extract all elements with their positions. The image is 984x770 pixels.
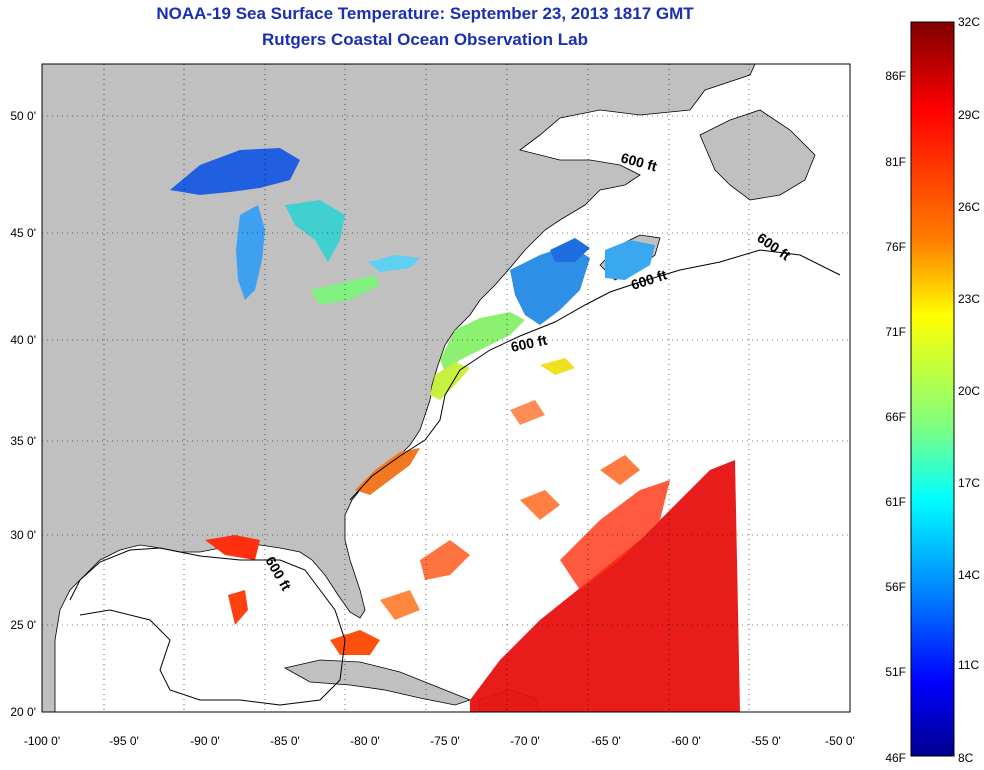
lat-tick-label: 40 0' — [10, 333, 36, 347]
map-subtitle: Rutgers Coastal Ocean Observation Lab — [262, 30, 588, 49]
land-newfoundland — [699, 109, 816, 201]
colorbar-label-f: 51F — [885, 665, 906, 679]
lat-tick-label: 30 0' — [10, 528, 36, 542]
colorbar-celsius-labels: 32C 29C 26C 23C 20C 17C 14C 11C 8C — [958, 15, 980, 765]
colorbar-label-f: 81F — [885, 155, 906, 169]
lon-tick-label: -60 0' — [671, 734, 701, 748]
lat-tick-label: 45 0' — [10, 226, 36, 240]
southeast-sst — [205, 448, 420, 655]
colorbar-label-c: 14C — [958, 568, 980, 582]
colorbar-label-f: 86F — [885, 69, 906, 83]
colorbar-label-c: 20C — [958, 384, 980, 398]
lat-tick-labels: 50 0' 45 0' 40 0' 35 0' 30 0' 25 0' 20 0… — [10, 109, 36, 719]
contour-label: 600 ft — [509, 332, 548, 355]
colorbar-label-c: 32C — [958, 15, 980, 29]
land-cuba — [283, 659, 472, 706]
colorbar-label-c: 26C — [958, 200, 980, 214]
lon-tick-label: -55 0' — [751, 734, 781, 748]
lat-tick-label: 20 0' — [10, 705, 36, 719]
colorbar-label-c: 11C — [958, 658, 979, 672]
map-title: NOAA-19 Sea Surface Temperature: Septemb… — [156, 4, 694, 23]
lat-tick-label: 25 0' — [10, 618, 36, 632]
lon-tick-labels: -100 0' -95 0' -90 0' -85 0' -80 0' -75 … — [24, 734, 855, 748]
lon-tick-label: -80 0' — [350, 734, 380, 748]
lon-tick-label: -50 0' — [825, 734, 855, 748]
lon-tick-label: -70 0' — [510, 734, 540, 748]
lon-tick-label: -85 0' — [270, 734, 300, 748]
lon-tick-label: -75 0' — [430, 734, 460, 748]
colorbar-label-c: 17C — [958, 476, 980, 490]
colorbar-label-f: 71F — [885, 325, 906, 339]
colorbar-label-f: 66F — [885, 410, 906, 424]
lat-tick-label: 50 0' — [10, 109, 36, 123]
colorbar — [910, 21, 955, 757]
lat-tick-label: 35 0' — [10, 434, 36, 448]
colorbar-fahrenheit-labels: 86F 81F 76F 71F 66F 61F 56F 51F 46F — [885, 69, 906, 765]
northeast-shelf-sst — [510, 238, 655, 325]
colorbar-label-c: 23C — [958, 292, 980, 306]
mid-atlantic-sst — [430, 312, 575, 400]
atlantic-warm-sst — [380, 400, 740, 712]
lon-tick-label: -95 0' — [109, 734, 139, 748]
map-frame — [41, 63, 851, 713]
lon-tick-label: -65 0' — [591, 734, 621, 748]
colorbar-label-f: 61F — [885, 495, 906, 509]
colorbar-label-c: 29C — [958, 108, 980, 122]
isobath-600ft-east — [349, 249, 841, 501]
colorbar-label-f: 46F — [885, 751, 906, 765]
map-gridlines — [42, 64, 850, 712]
colorbar-label-f: 76F — [885, 240, 906, 254]
colorbar-label-c: 8C — [958, 751, 974, 765]
lon-tick-label: -90 0' — [190, 734, 220, 748]
lon-tick-label: -100 0' — [24, 734, 60, 748]
colorbar-label-f: 56F — [885, 580, 906, 594]
